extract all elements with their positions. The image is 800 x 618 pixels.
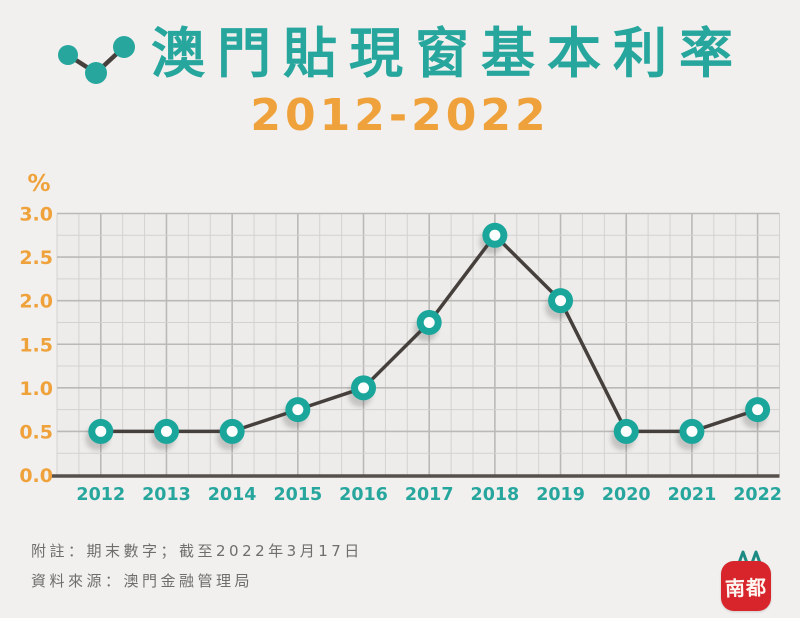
y-axis-tick-label: 0.5 xyxy=(19,421,53,443)
data-point-center xyxy=(292,404,304,416)
x-axis-tick-label: 2016 xyxy=(339,485,388,505)
data-point-center xyxy=(358,382,370,394)
data-point-center xyxy=(555,295,567,307)
data-point-center xyxy=(95,425,107,437)
y-axis-tick-label: 2.5 xyxy=(19,247,53,269)
data-point-center xyxy=(752,404,764,416)
data-point-center xyxy=(620,425,632,437)
y-axis-unit-label: % xyxy=(27,171,50,197)
x-axis-tick-label: 2019 xyxy=(536,485,585,505)
x-axis-tick-label: 2015 xyxy=(273,485,322,505)
x-axis-tick-label: 2013 xyxy=(142,485,191,505)
footnote-source: 資料來源：澳門金融管理局 xyxy=(31,572,254,590)
y-axis-tick-label: 3.0 xyxy=(19,204,53,226)
x-axis-tick-label: 2022 xyxy=(733,485,782,505)
x-axis-tick-label: 2018 xyxy=(471,485,520,505)
data-point-center xyxy=(160,425,172,437)
data-point-center xyxy=(226,425,238,437)
chart-header: 澳門貼現窗基本利率 2012-2022 xyxy=(0,0,800,160)
logo-box: 南都 xyxy=(721,561,771,611)
x-axis-tick-label: 2017 xyxy=(405,485,454,505)
logo-text: 南都 xyxy=(724,574,768,601)
y-axis-tick-label: 0.0 xyxy=(19,465,53,487)
data-point-center xyxy=(686,425,698,437)
y-axis-tick-label: 2.0 xyxy=(19,291,53,313)
x-axis-tick-label: 2020 xyxy=(602,485,651,505)
footnotes: 附註：期末數字；截至2022年3月17日 資料來源：澳門金融管理局 xyxy=(31,536,363,596)
y-axis-tick-label: 1.0 xyxy=(19,378,53,400)
x-axis-tick-label: 2021 xyxy=(668,485,717,505)
trend-line-icon xyxy=(58,36,135,84)
x-axis-tick-label: 2014 xyxy=(208,485,257,505)
x-axis-tick-label: 2012 xyxy=(76,485,125,505)
page-subtitle: 2012-2022 xyxy=(250,90,550,141)
logo-ears-icon xyxy=(738,550,762,564)
y-axis-tick-label: 1.5 xyxy=(19,334,53,356)
data-point-center xyxy=(423,316,435,328)
nandu-logo: 南都 xyxy=(718,550,776,614)
footnote-note: 附註：期末數字；截至2022年3月17日 xyxy=(31,542,363,560)
page-title: 澳門貼現窗基本利率 xyxy=(151,22,745,86)
data-point-center xyxy=(489,229,501,241)
